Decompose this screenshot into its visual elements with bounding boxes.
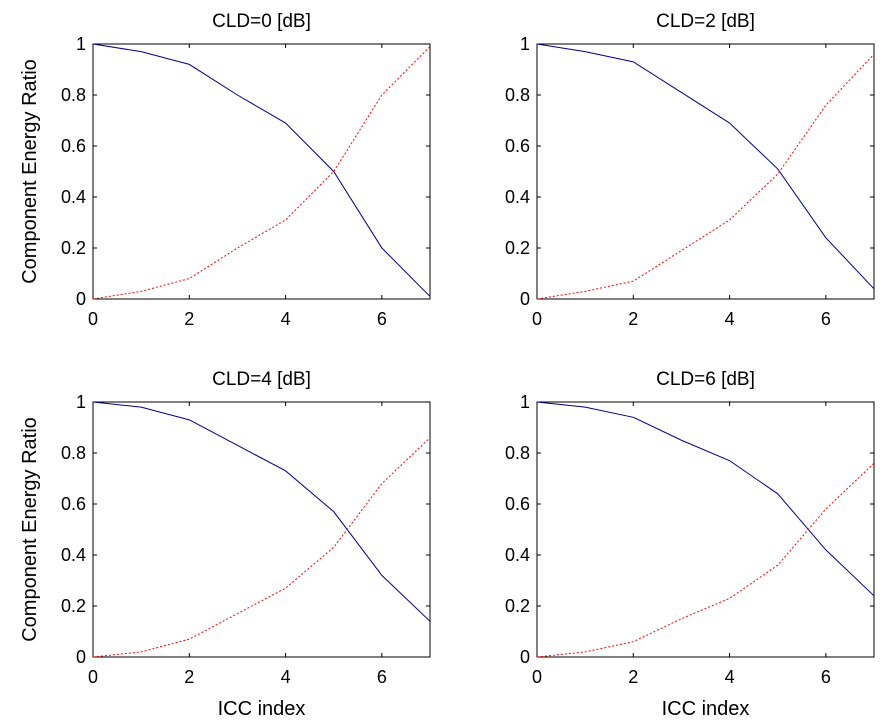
x-tick-label: 0 [88,667,98,687]
series-line-solid [536,43,875,290]
x-tick-label: 4 [725,667,735,687]
y-tick-label: 1 [520,392,530,412]
x-tick-label: 6 [377,309,387,329]
y-tick-label: 0.8 [505,443,530,463]
y-tick-label: 0.6 [505,136,530,156]
subplot-3: 0 2 4 6 0 0.2 0.4 0.6 0.8 1 CLD=4 [dB] ICC index Com… [19,369,431,720]
y-tick-label: 1 [76,392,86,412]
x-tick-label: 2 [184,309,194,329]
y-tick-label: 0 [76,289,86,309]
x-tick-label: 4 [281,667,291,687]
y-tick-label: 0 [76,647,86,667]
y-tick-label: 1 [520,34,530,54]
subplot-1: 0 2 4 6 0 0.2 0.4 0.6 0.8 1 CLD=0 [dB] Component En… [19,11,431,329]
subplot-title: CLD=4 [dB] [212,369,311,390]
series-line-dotted [92,46,431,300]
x-tick-label: 2 [628,309,638,329]
y-tick-label: 0.6 [61,136,86,156]
axes-frame [92,401,431,658]
x-tick-label: 0 [88,309,98,329]
subplot-title: CLD=6 [dB] [656,369,755,390]
x-tick-label: 0 [532,309,542,329]
axes-frame [92,43,431,300]
y-tick-label: 0.2 [505,596,530,616]
x-tick-label: 6 [377,667,387,687]
x-tick-label: 0 [532,667,542,687]
x-tick-label: 6 [821,309,831,329]
y-axis-label: Component Energy Ratio [19,59,41,284]
x-axis-label: ICC index [218,698,306,720]
series-line-solid [92,43,431,297]
y-axis-label: Component Energy Ratio [19,417,41,642]
y-tick-label: 0.4 [505,187,530,207]
y-tick-label: 0.4 [61,187,86,207]
x-tick-label: 2 [184,667,194,687]
y-tick-label: 0.8 [61,443,86,463]
y-tick-label: 0.8 [61,85,86,105]
y-tick-label: 0.2 [61,238,86,258]
axes-frame [536,43,875,300]
series-line-solid [92,401,431,622]
y-tick-label: 1 [76,34,86,54]
axes-frame [536,401,875,658]
subplot-title: CLD=2 [dB] [656,11,755,32]
y-tick-label: 0.6 [505,494,530,514]
subplot-4: 0 2 4 6 0 0.2 0.4 0.6 0.8 1 CLD=6 [dB] ICC index [505,369,875,720]
series-line-dotted [92,437,431,658]
x-tick-label: 2 [628,667,638,687]
y-tick-label: 0 [520,647,530,667]
subplot-title: CLD=0 [dB] [212,11,311,32]
x-axis-label: ICC index [662,698,750,720]
x-tick-label: 4 [725,309,735,329]
y-tick-label: 0.2 [505,238,530,258]
y-tick-label: 0 [520,289,530,309]
x-tick-label: 4 [281,309,291,329]
series-line-dotted [536,53,875,300]
series-line-dotted [536,462,875,658]
x-tick-label: 6 [821,667,831,687]
y-tick-label: 0.4 [61,545,86,565]
y-tick-label: 0.8 [505,85,530,105]
subplot-2: 0 2 4 6 0 0.2 0.4 0.6 0.8 1 CLD=2 [dB] [505,11,875,329]
y-tick-label: 0.4 [505,545,530,565]
series-line-solid [536,401,875,597]
y-tick-label: 0.6 [61,494,86,514]
y-tick-label: 0.2 [61,596,86,616]
